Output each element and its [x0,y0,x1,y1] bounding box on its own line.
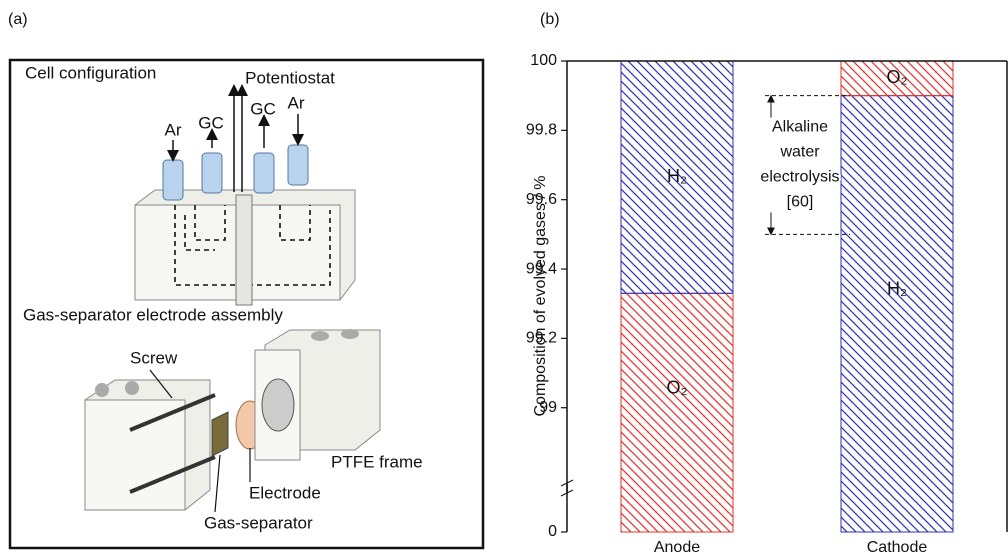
left-block-front [84,399,186,511]
bar-segment [840,95,954,533]
y-tick-label: 99.6 [526,191,557,208]
screws [129,393,216,494]
part-label: PTFE frame [331,452,423,471]
potentiostat-label: Potentiostat [245,68,335,87]
leaders [214,448,251,513]
y-tick-label: 100 [530,52,557,69]
separator-piece [211,411,229,457]
port-label: Ar [288,93,305,112]
bar-segment [840,60,954,97]
panel-label: (a) [8,11,28,28]
assembly-title: Gas-separator electrode assembly [23,305,283,324]
bar-segment [620,292,734,533]
diagram: Cell configuration Potentiostat Ar GC GC… [8,58,485,550]
axis-break-mark [560,479,574,487]
annotation-text: Alkaline [772,119,828,136]
segment-label: H₂ [887,279,907,299]
bar-segment [620,60,734,294]
frame [8,58,485,550]
y-axis-label: Composition of evolved gases / % [532,175,549,416]
port-label: GC [250,99,276,118]
segment-label: H₂ [667,166,687,186]
y-tick-label: 99.2 [526,330,557,347]
annotation-text: [60] [787,194,814,211]
separator-plate [235,194,253,306]
plot: Anode O₂ H₂ Cathode H₂ O₂ 0 99 99.2 99.4 99.6 99.8 1… [526,52,1008,555]
annotation-text: electrolysis [760,169,839,186]
arrows [167,84,304,192]
y-tick-label: 99 [539,399,557,416]
axis-break-mark [560,489,574,497]
segment-label: O₂ [887,67,908,87]
segment-label: O₂ [667,377,688,397]
annotation-text: water [779,144,820,161]
port-label: GC [198,113,224,132]
x-tick-label: Cathode [867,539,928,555]
y-tick-label: 99.4 [526,260,557,277]
part-label: Gas-separator [204,513,313,532]
tubes [162,144,309,201]
y-tick-label: 99.8 [526,122,557,139]
panel-label: (b) [540,11,560,28]
y-tick-label: 0 [548,523,557,540]
part-label: Screw [130,348,178,367]
port-label: Ar [165,120,182,139]
cell-title: Cell configuration [25,63,156,82]
part-label: Electrode [249,483,321,502]
x-tick-label: Anode [654,539,700,555]
